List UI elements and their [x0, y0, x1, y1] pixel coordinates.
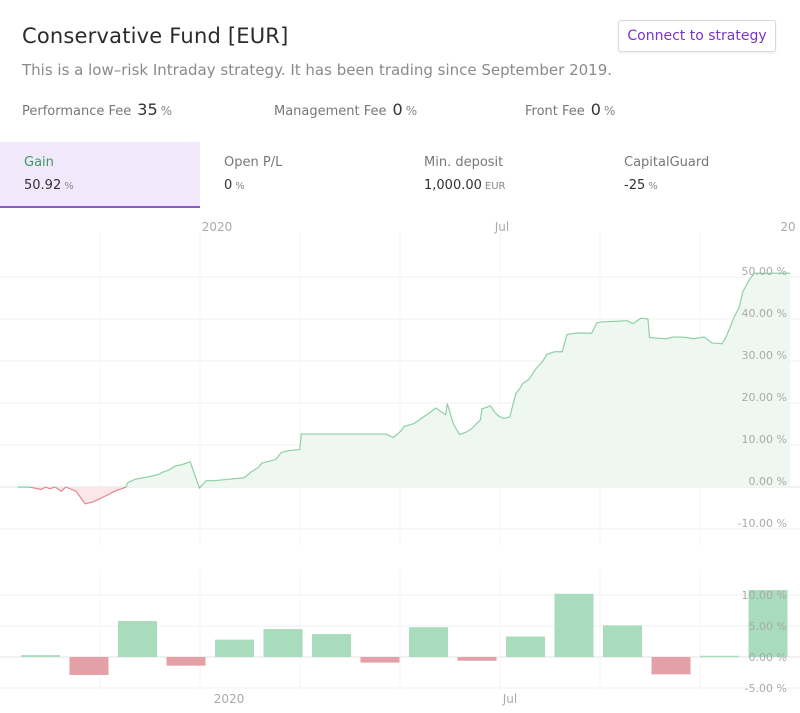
tab-min-deposit[interactable]: Min. deposit 1,000.00 EUR	[400, 142, 600, 208]
tab-gain[interactable]: Gain 50.92%	[0, 142, 200, 208]
y-tick-label: 10.00 %	[742, 433, 787, 446]
x-tick-label: 2020	[202, 220, 233, 234]
bar-y-tick-label: -5.00 %	[745, 682, 787, 695]
monthly-bar	[263, 629, 303, 657]
monthly-bar	[457, 657, 497, 661]
y-tick-label: 30.00 %	[742, 349, 787, 362]
monthly-bar	[166, 657, 206, 666]
monthly-bar	[69, 657, 109, 675]
gain-area-negative	[18, 487, 790, 504]
tab-capitalguard-value: -25	[624, 178, 646, 193]
front-fee-unit: %	[603, 104, 616, 118]
management-fee-label: Management Fee	[274, 104, 387, 119]
front-fee: Front Fee 0%	[525, 100, 615, 119]
gain-line-positive	[18, 272, 790, 487]
tab-open-pl-value-row: 0%	[224, 178, 400, 193]
bar-x-tick-label: Jul	[502, 692, 517, 706]
tab-open-pl-label: Open P/L	[224, 155, 283, 170]
y-tick-label: 0.00 %	[749, 475, 787, 488]
connect-to-strategy-button[interactable]: Connect to strategy	[618, 20, 776, 52]
y-tick-label: 20.00 %	[742, 391, 787, 404]
monthly-bar	[409, 627, 448, 657]
tab-gain-label: Gain	[24, 155, 54, 170]
management-fee-value: 0	[392, 100, 403, 119]
page-subtitle: This is a low–risk Intraday strategy. It…	[22, 61, 613, 79]
page-title: Conservative Fund [EUR]	[22, 24, 289, 48]
tab-min-deposit-label: Min. deposit	[424, 155, 504, 170]
performance-fee: Performance Fee 35%	[22, 100, 172, 119]
y-tick-label: 40.00 %	[742, 307, 787, 320]
monthly-bar	[312, 634, 351, 657]
tab-gain-value-row: 50.92%	[24, 178, 200, 193]
tab-capitalguard-value-row: -25%	[624, 178, 800, 193]
performance-fee-label: Performance Fee	[22, 104, 132, 119]
front-fee-value: 0	[590, 100, 601, 119]
monthly-bar	[215, 639, 254, 657]
bar-y-tick-label: 0.00 %	[749, 651, 787, 664]
tab-gain-value: 50.92	[24, 178, 62, 193]
monthly-bar	[21, 655, 60, 657]
tab-open-pl[interactable]: Open P/L 0%	[200, 142, 400, 208]
tab-capitalguard-label: CapitalGuard	[624, 155, 710, 170]
monthly-bar	[748, 590, 788, 657]
gain-area-positive	[18, 273, 790, 487]
bar-y-tick-label: 10.00 %	[742, 589, 787, 602]
tab-capitalguard[interactable]: CapitalGuard -25%	[600, 142, 800, 208]
tab-min-deposit-value: 1,000.00	[424, 178, 482, 193]
monthly-bar	[360, 657, 400, 663]
y-tick-label: 50.00 %	[742, 265, 787, 278]
monthly-bar	[700, 655, 739, 658]
front-fee-label: Front Fee	[525, 104, 585, 119]
monthly-bar	[554, 593, 594, 657]
monthly-bar	[651, 657, 691, 675]
monthly-bar	[603, 625, 642, 657]
monthly-bar	[506, 636, 545, 657]
performance-fee-value: 35	[137, 100, 158, 119]
tab-min-deposit-unit: EUR	[484, 181, 506, 192]
monthly-bar	[118, 621, 157, 657]
x-tick-label: 20	[780, 220, 795, 234]
performance-fee-unit: %	[160, 104, 173, 118]
tab-open-pl-value: 0	[224, 178, 233, 193]
management-fee-unit: %	[405, 104, 418, 118]
tab-capitalguard-unit: %	[648, 181, 658, 192]
tab-min-deposit-value-row: 1,000.00 EUR	[424, 178, 600, 193]
bar-y-tick-label: 5.00 %	[749, 620, 787, 633]
tab-open-pl-unit: %	[235, 181, 245, 192]
management-fee: Management Fee 0%	[274, 100, 417, 119]
x-tick-label: Jul	[494, 220, 509, 234]
bar-x-tick-label: 2020	[214, 692, 245, 706]
tab-gain-unit: %	[64, 181, 74, 192]
y-tick-label: -10.00 %	[738, 517, 787, 530]
